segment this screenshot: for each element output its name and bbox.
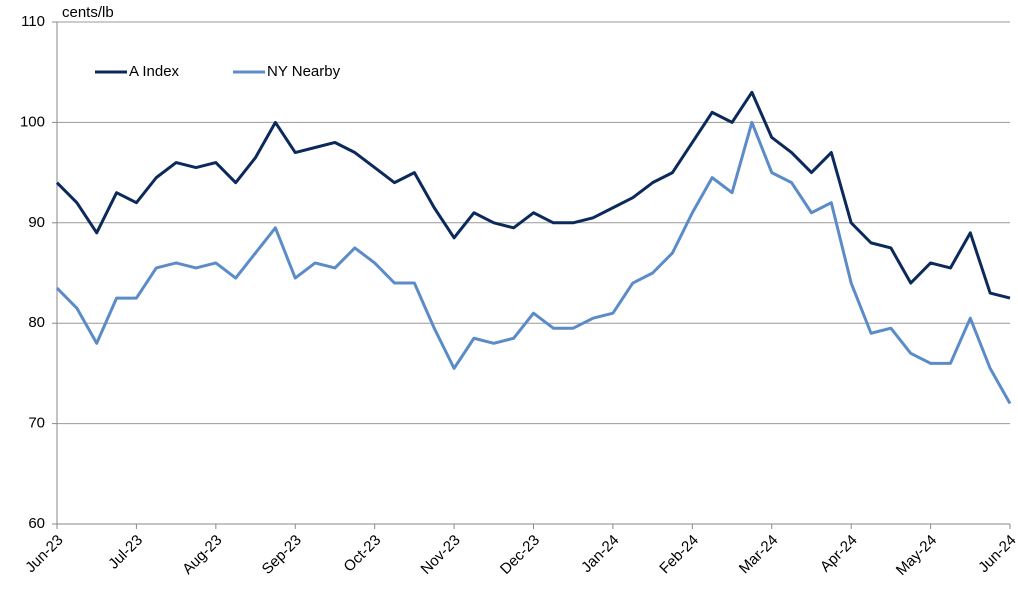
y-tick-label: 60 [28,515,45,532]
y-tick-label: 80 [28,314,45,331]
x-tick-label: Jun-24 [975,532,1018,576]
x-tick-label: Jun-23 [22,532,66,576]
x-tick-label: Apr-24 [817,532,861,576]
y-tick-label: 70 [28,415,45,432]
x-tick-label: Sep-23 [259,532,305,578]
x-tick-label: Dec-23 [497,532,543,578]
x-tick-label: Mar-24 [736,532,782,578]
x-tick-label: May-24 [893,532,940,579]
y-tick-label: 90 [28,214,45,231]
x-tick-label: Oct-23 [340,532,384,576]
y-tick-label: 100 [20,113,45,130]
line-series [55,120,1012,405]
x-tick-label: Aug-23 [179,532,225,578]
y-unit-label: cents/lb [62,4,114,21]
legend-label: NY Nearby [267,63,341,80]
x-tick-label: Feb-24 [656,532,702,578]
x-tick-label: Nov-23 [418,532,464,578]
y-tick-label: 110 [21,13,45,30]
legend-label: A Index [129,63,180,80]
x-tick-label: Jul-23 [105,532,146,573]
line-series [55,90,1011,300]
x-tick-label: Jan-24 [578,532,622,576]
